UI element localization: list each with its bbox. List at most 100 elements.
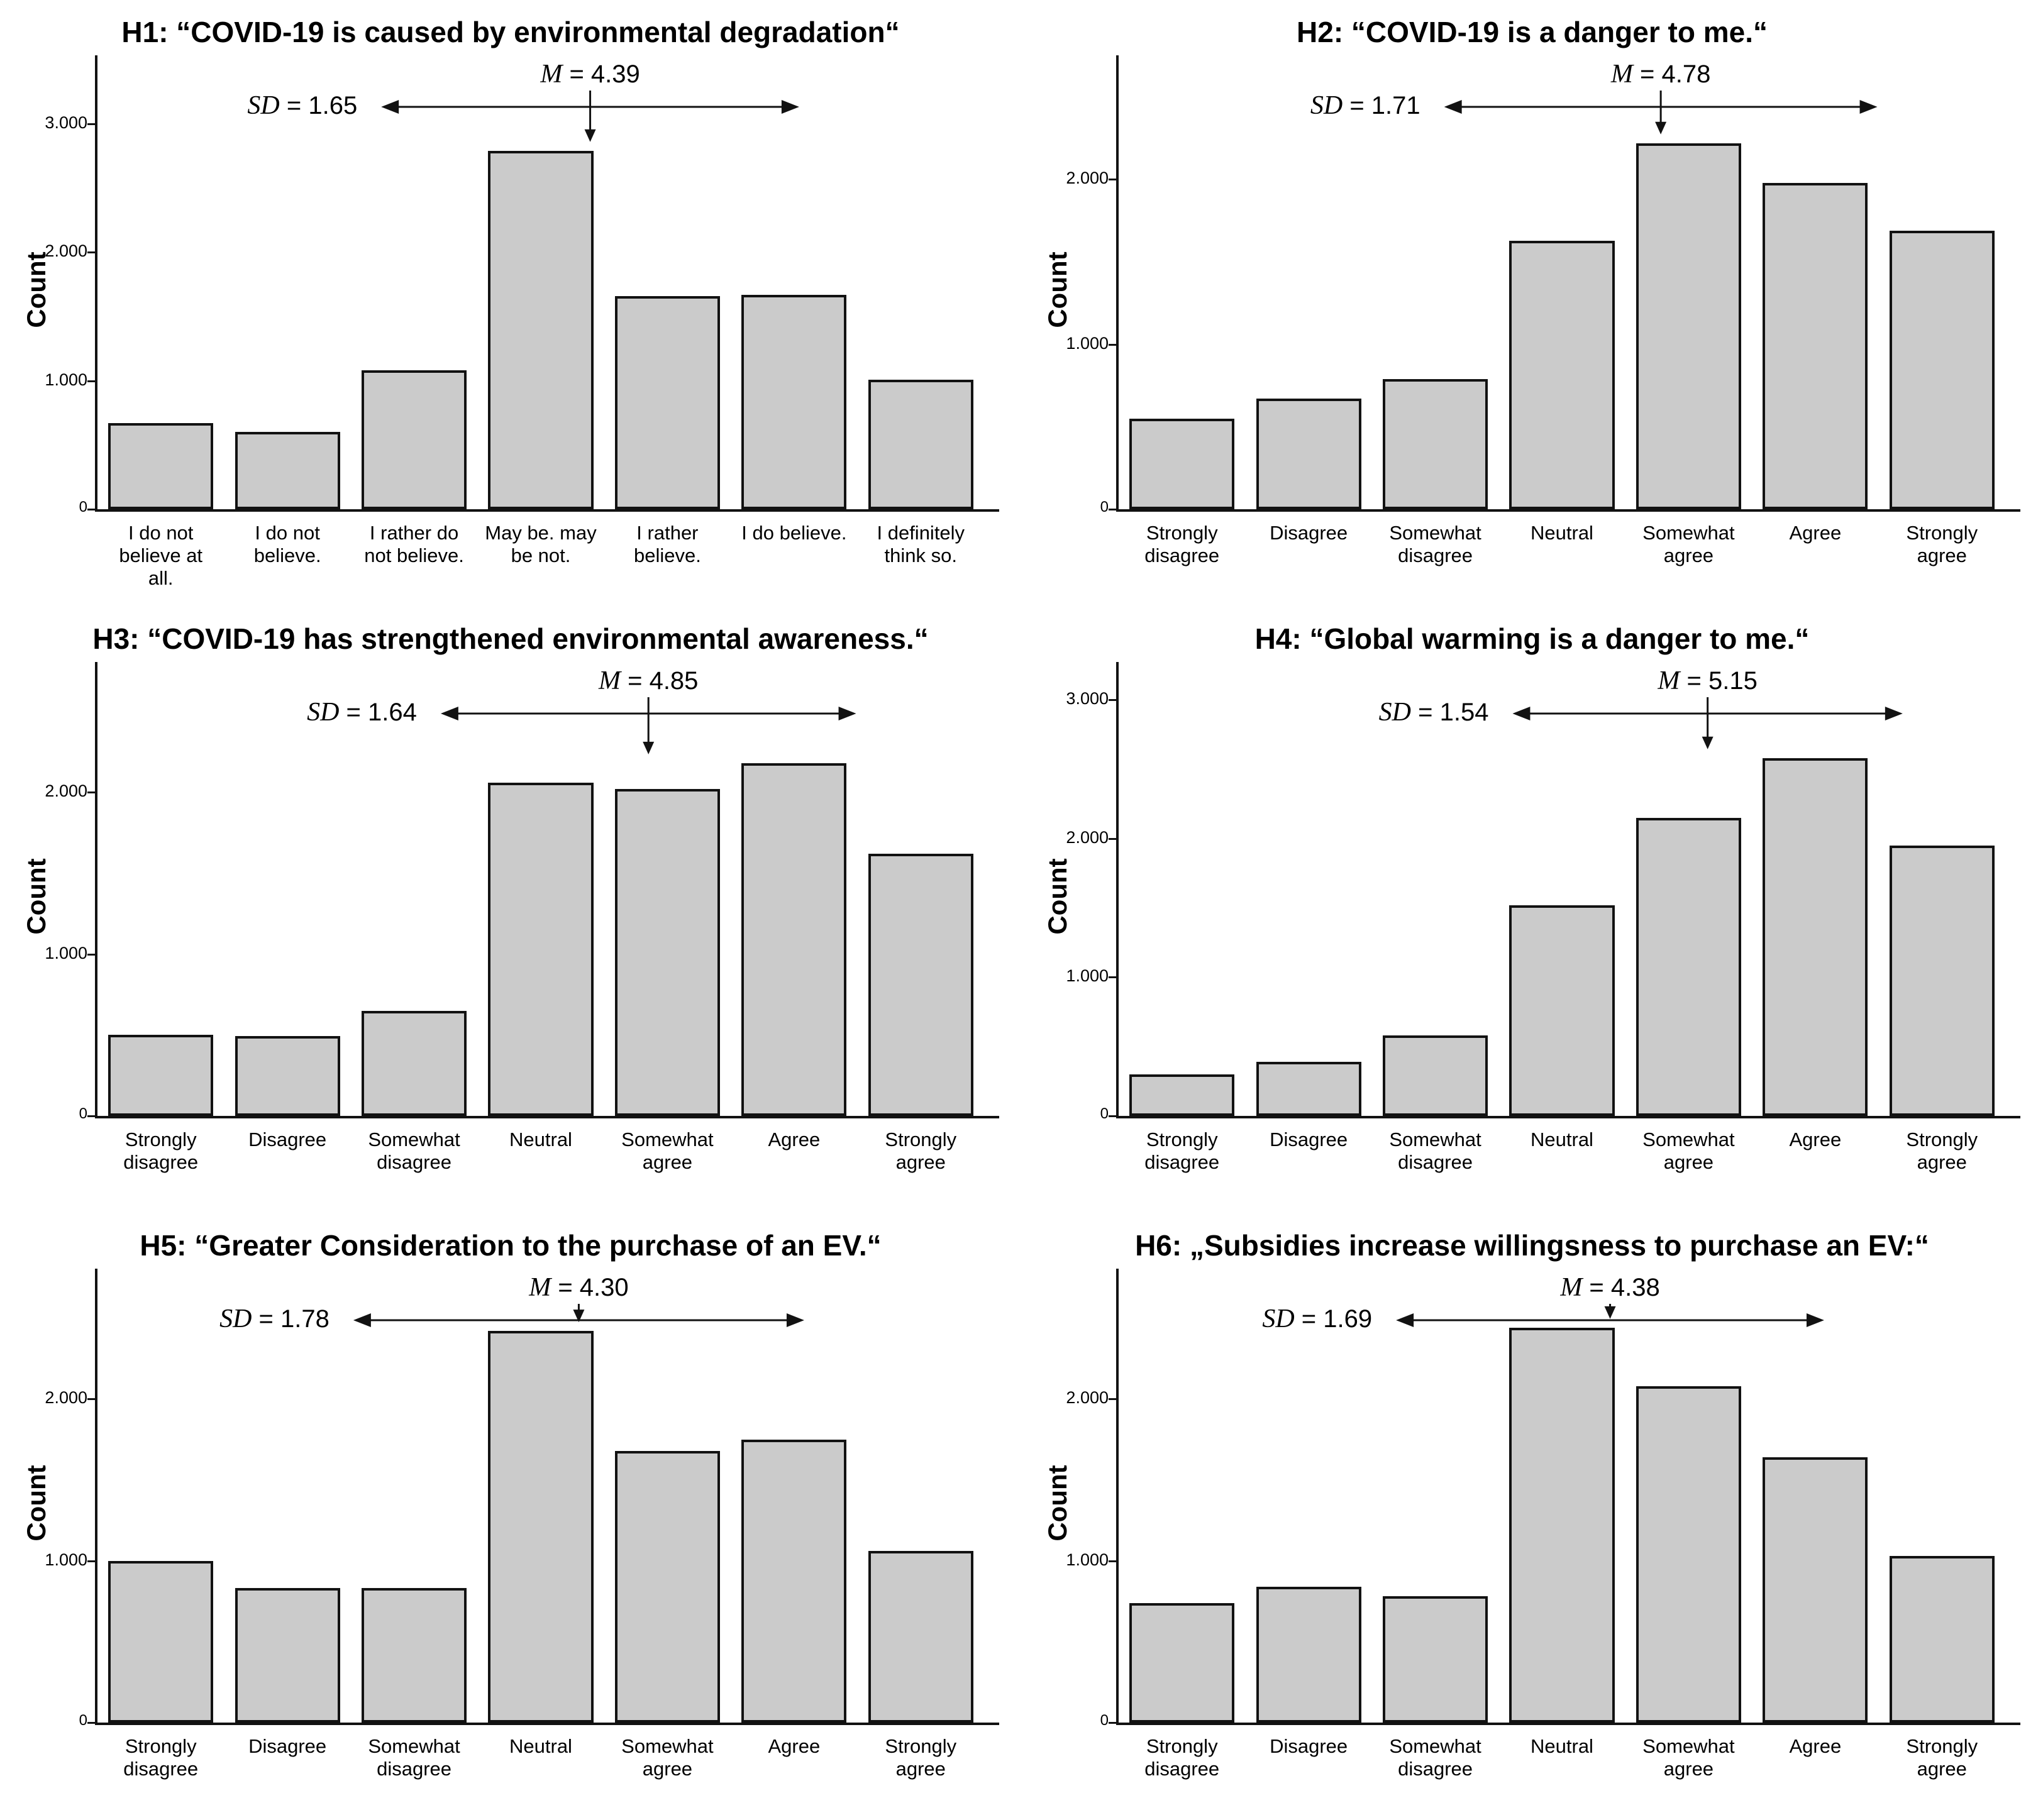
- sd-arrowhead-left: [1444, 100, 1462, 114]
- bar-h6-3: [1382, 1596, 1488, 1723]
- y-axis-line: [1116, 1269, 1119, 1725]
- x-axis-line: [95, 1723, 999, 1725]
- plot-area: 0 1.000 2.000 3.000 Strongly disagree Disagre…: [1021, 607, 2042, 1213]
- sd-label: SD = 1.64: [307, 698, 417, 727]
- x-category-label: Neutral: [1531, 1735, 1593, 1757]
- y-tick-label: 2.000: [45, 1388, 87, 1408]
- plot-area: 0 1.000 2.000 Strongly disagree Disagree Some…: [0, 607, 1021, 1213]
- x-category-label: Disagree: [1270, 1128, 1348, 1150]
- x-category-label: I do believe.: [741, 522, 847, 544]
- x-category-label: Neutral: [509, 1128, 572, 1150]
- plot-area: 0 1.000 2.000 Strongly disagree Disagree Some…: [1021, 0, 2042, 607]
- x-category-label: I do not believe.: [253, 522, 321, 566]
- mean-label: M = 4.85: [598, 666, 699, 695]
- bar-h2-6: [1763, 182, 1868, 509]
- mean-label: M = 5.15: [1658, 666, 1758, 695]
- y-tick-mark: [87, 1560, 95, 1562]
- x-category-label: Somewhat disagree: [1389, 1128, 1481, 1173]
- mean-label-symbol: M: [540, 60, 563, 89]
- y-tick-label: 2.000: [45, 781, 87, 801]
- x-category-label: Somewhat disagree: [1389, 1735, 1481, 1780]
- bar-h6-2: [1256, 1586, 1361, 1723]
- y-axis-line: [95, 662, 97, 1118]
- y-tick-mark: [87, 1398, 95, 1401]
- bar-h1-1: [108, 423, 214, 509]
- chart-title: H5: “Greater Consideration to the purcha…: [140, 1229, 882, 1262]
- bar-h4-7: [1889, 845, 1995, 1116]
- y-tick-mark: [1109, 699, 1116, 702]
- mean-arrowhead-down: [1655, 121, 1667, 135]
- bar-h5-3: [361, 1588, 467, 1723]
- x-axis-line: [95, 509, 999, 512]
- x-category-label: Neutral: [1531, 522, 1593, 544]
- mean-arrowhead-down: [643, 741, 655, 754]
- chart-panel-h6: H6: „Subsidies increase willingsness to …: [1021, 1213, 2043, 1820]
- y-tick-mark: [87, 123, 95, 125]
- bar-h5-7: [868, 1551, 973, 1723]
- y-tick-mark: [87, 791, 95, 794]
- x-category-label: Disagree: [1270, 1735, 1348, 1757]
- x-category-label: Somewhat disagree: [1389, 522, 1481, 566]
- chart-title: H1: “COVID-19 is caused by environmental…: [121, 16, 900, 48]
- y-tick-mark: [1109, 976, 1116, 979]
- x-category-label: Agree: [768, 1128, 821, 1150]
- y-axis-line: [1116, 55, 1119, 512]
- bar-h5-1: [108, 1560, 214, 1723]
- x-category-label: Agree: [1789, 1128, 1842, 1150]
- sd-label-symbol: SD: [219, 1304, 252, 1333]
- sd-arrowhead-left: [353, 1313, 371, 1327]
- mean-arrowhead-down: [1702, 736, 1714, 749]
- y-tick-label: 2.000: [1066, 1388, 1109, 1408]
- mean-arrowhead-down: [584, 129, 596, 142]
- sd-label: SD = 1.65: [247, 91, 358, 120]
- x-category-label: Strongly agree: [1906, 1735, 1978, 1780]
- mean-label-symbol: M: [598, 666, 621, 695]
- bar-h1-4: [488, 150, 594, 509]
- x-category-label: Disagree: [1270, 522, 1348, 544]
- y-tick-mark: [87, 251, 95, 254]
- y-tick-mark: [1109, 343, 1116, 346]
- x-category-label: Somewhat agree: [621, 1735, 714, 1780]
- y-tick-mark: [1109, 179, 1116, 181]
- bar-h2-2: [1256, 399, 1361, 509]
- bar-h2-1: [1129, 418, 1235, 509]
- plot-area: 0 1.000 2.000 3.000 I do not believe at all.…: [0, 0, 1021, 607]
- sd-arrowhead-right: [1806, 1313, 1824, 1327]
- mean-label-symbol: M: [529, 1273, 551, 1302]
- x-axis-line: [1116, 509, 2020, 512]
- y-tick-label: 2.000: [45, 241, 87, 261]
- y-tick-mark: [87, 380, 95, 382]
- chart-title: H3: “COVID-19 has strengthened environme…: [92, 622, 929, 655]
- sd-arrowhead-right: [781, 100, 799, 114]
- bar-h5-5: [614, 1450, 720, 1723]
- sd-arrowhead-right: [1859, 100, 1878, 114]
- bar-h1-3: [361, 370, 467, 509]
- y-tick-label: 0: [1100, 1712, 1109, 1729]
- bar-h3-2: [235, 1035, 340, 1116]
- y-tick-label: 1.000: [45, 943, 87, 962]
- y-tick-label: 0: [79, 1712, 87, 1729]
- x-category-label: Strongly disagree: [1144, 1128, 1220, 1173]
- mean-label: M = 4.38: [1560, 1273, 1660, 1302]
- y-tick-mark: [1109, 1560, 1116, 1562]
- mean-label-symbol: M: [1658, 666, 1680, 695]
- y-tick-label: 0: [79, 1105, 87, 1122]
- mean-label-symbol: M: [1610, 60, 1633, 89]
- bar-h3-5: [614, 789, 720, 1116]
- y-axis-line: [1116, 662, 1119, 1118]
- x-category-label: Somewhat disagree: [368, 1735, 460, 1780]
- y-tick-mark: [87, 509, 95, 510]
- x-category-label: Agree: [768, 1735, 821, 1757]
- sd-label-symbol: SD: [247, 91, 280, 120]
- x-category-label: Somewhat agree: [1642, 1128, 1735, 1173]
- mean-label: M = 4.78: [1610, 60, 1711, 89]
- y-tick-mark: [1109, 509, 1116, 510]
- bar-h5-2: [235, 1588, 340, 1723]
- sd-label: SD = 1.71: [1310, 91, 1420, 120]
- x-category-label: Strongly disagree: [123, 1735, 199, 1780]
- x-category-label: Agree: [1789, 522, 1842, 544]
- x-category-label: I rather do not believe.: [364, 522, 464, 566]
- x-category-label: Neutral: [509, 1735, 572, 1757]
- bar-h3-1: [108, 1035, 214, 1116]
